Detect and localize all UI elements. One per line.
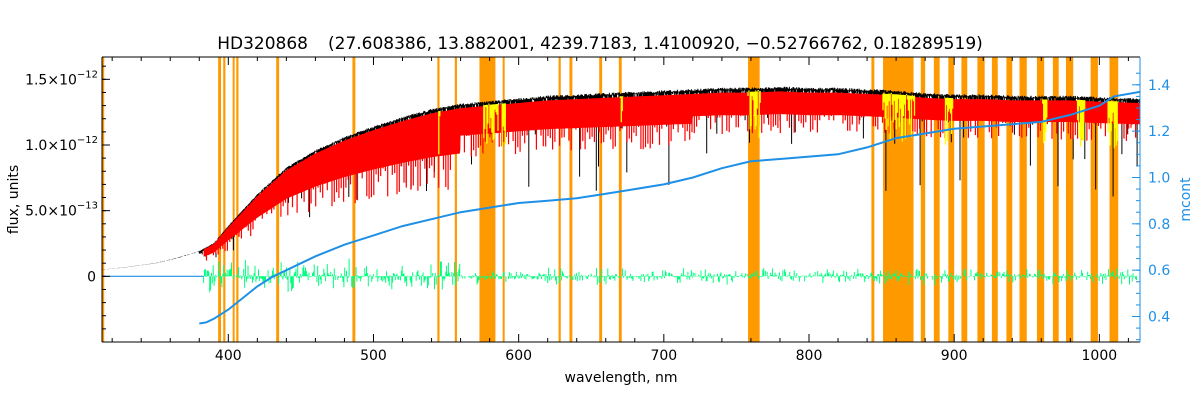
masked-band (991, 57, 998, 342)
masked-band (618, 57, 622, 342)
masked-band (479, 57, 496, 342)
x-tick-label: 900 (941, 348, 968, 364)
masked-band (977, 57, 985, 342)
masked-band (232, 57, 235, 342)
masked-band (1090, 57, 1098, 342)
masked-band (948, 57, 955, 342)
x-tick-label: 600 (505, 348, 532, 364)
masked-band (599, 57, 603, 342)
masked-band (748, 57, 760, 342)
masked-band (1019, 57, 1027, 342)
y-tick-label: 1.0×10−12 (25, 135, 98, 154)
masked-band (1065, 57, 1074, 342)
chart-title: HD320868 (217, 34, 308, 54)
masked-band (961, 57, 968, 342)
masked-band (102, 57, 105, 342)
y-axis-label: flux, units (6, 165, 22, 234)
y2-axis-label: mcont (1178, 177, 1194, 222)
x-tick-label: 400 (215, 348, 242, 364)
y2-tick-label: 0.6 (1148, 263, 1170, 279)
x-tick-label: 500 (360, 348, 387, 364)
masked-band (1109, 57, 1119, 342)
chart-title-line: HD320868 (27.608386, 13.882001, 4239.7183… (0, 34, 1200, 54)
masked-band (1036, 57, 1045, 342)
masked-band (871, 57, 875, 342)
continuum-line (199, 90, 1140, 325)
masked-band (218, 57, 222, 342)
y2-tick-label: 0.8 (1148, 217, 1170, 233)
y2-tick-label: 1.2 (1148, 124, 1170, 140)
masked-band (437, 57, 440, 342)
residuals-line (203, 258, 1137, 293)
masked-band (920, 57, 926, 342)
masked-band (236, 57, 239, 342)
masked-band (933, 57, 940, 342)
plot-area (102, 57, 1140, 342)
y-tick-label: 1.5×10−12 (25, 69, 98, 88)
y-tick-label: 5.0×10−13 (25, 201, 98, 220)
model-fit-area (203, 91, 1140, 257)
y2-tick-label: 1.4 (1148, 78, 1170, 94)
x-axis-label: wavelength, nm (565, 370, 678, 386)
model-fit-lines (205, 92, 1137, 261)
masked-band (223, 57, 226, 342)
x-tick-label: 1000 (1082, 348, 1118, 364)
y2-tick-label: 1.0 (1148, 170, 1170, 186)
masked-band (502, 57, 505, 342)
x-tick-label: 800 (796, 348, 823, 364)
y2-tick-label: 0.4 (1148, 310, 1170, 326)
masked-band (454, 57, 457, 342)
flagged-pixels (438, 90, 1118, 155)
masked-band (1006, 57, 1013, 342)
masked-band (352, 57, 356, 342)
chart-subtitle: (27.608386, 13.882001, 4239.7183, 1.4100… (328, 34, 983, 54)
x-tick-label: 700 (650, 348, 677, 364)
masked-band (1052, 57, 1059, 342)
y-tick-label: 0 (87, 269, 96, 285)
